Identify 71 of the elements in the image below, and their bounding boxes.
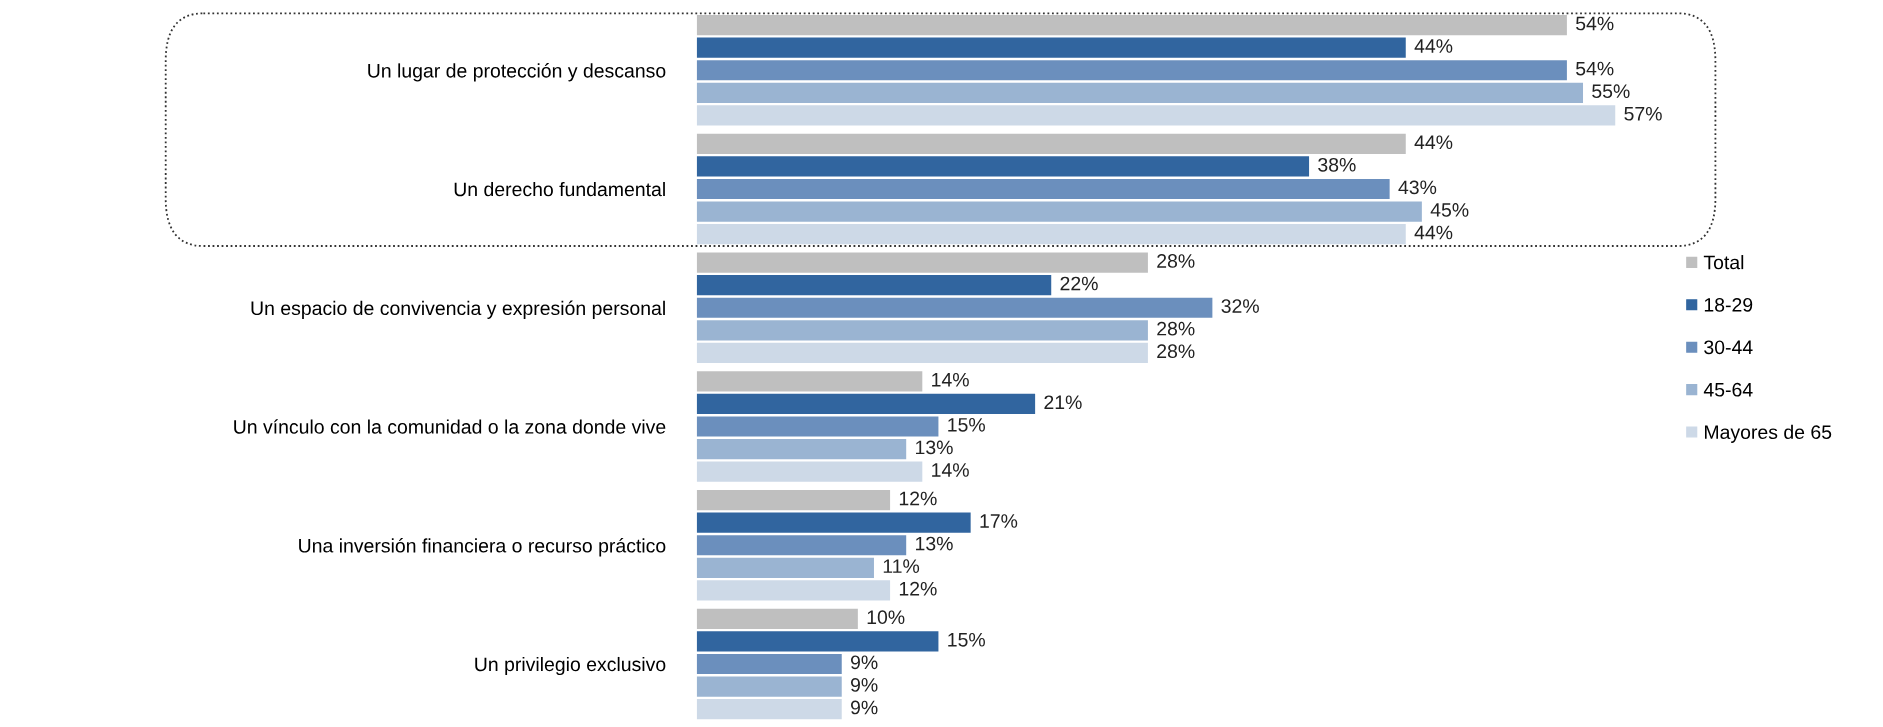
bar: [696, 699, 842, 720]
data-label: 12%: [899, 581, 937, 596]
data-label: 14%: [932, 372, 969, 387]
bar: [696, 60, 1567, 81]
y-tick-label: Un derecho fundamental: [454, 181, 665, 197]
y-tick-label: Una inversión financiera o recurso práctico: [299, 538, 666, 557]
data-label: 9%: [850, 655, 878, 670]
bar: [696, 676, 842, 697]
bar: [696, 371, 923, 392]
data-label: 14%: [932, 463, 969, 477]
data-label: 15%: [948, 632, 985, 647]
bar: [696, 133, 1406, 154]
data-label: 28%: [1157, 321, 1195, 336]
data-label: 12%: [899, 491, 937, 506]
y-tick-label: Un privilegio exclusivo: [475, 656, 666, 676]
legend-label: Total: [1703, 255, 1744, 270]
data-label: 44%: [1414, 135, 1453, 150]
data-label: 44%: [1414, 225, 1453, 240]
data-label: 21%: [1044, 395, 1082, 410]
bar: [696, 105, 1616, 126]
data-label: 9%: [850, 700, 878, 715]
bar: [696, 512, 971, 533]
bar: [696, 557, 874, 578]
data-label: 57%: [1624, 106, 1662, 121]
bar: [696, 275, 1052, 296]
bar: [696, 608, 858, 629]
bar: [696, 178, 1390, 200]
bar: [696, 461, 923, 482]
bar: [696, 82, 1584, 103]
data-label: 55%: [1592, 84, 1630, 99]
legend-label: 18-29: [1704, 297, 1753, 312]
data-label: 9%: [850, 678, 878, 692]
data-label: 54%: [1576, 16, 1614, 31]
bar: [696, 15, 1567, 36]
data-label: 22%: [1060, 276, 1098, 291]
bar: [696, 156, 1310, 177]
data-label: 17%: [980, 514, 1018, 528]
data-label: 54%: [1576, 61, 1614, 76]
data-label: 28%: [1157, 254, 1195, 268]
y-tick-label: Un vínculo con la comunidad o la zona donde vive: [234, 419, 666, 434]
legend-label: 45-64: [1703, 382, 1753, 397]
bar: [696, 201, 1422, 222]
bar: [696, 438, 907, 460]
bar: [696, 252, 1148, 273]
bar: [696, 224, 1406, 245]
data-label: 43%: [1398, 180, 1437, 195]
data-label: 32%: [1221, 299, 1259, 313]
bar: [696, 535, 907, 556]
bar: [696, 297, 1213, 318]
bar: [696, 416, 939, 437]
data-label: 15%: [948, 418, 985, 432]
y-tick-label: Un lugar de protección y descanso: [368, 63, 666, 82]
bar: [696, 580, 891, 601]
data-label: 13%: [916, 440, 953, 455]
data-label: 44%: [1414, 39, 1453, 53]
y-tick-label: Un espacio de convivencia y expresión personal: [251, 300, 665, 319]
data-label: 28%: [1157, 344, 1195, 359]
bar: [696, 631, 939, 652]
data-label: 11%: [883, 559, 920, 573]
data-label: 10%: [867, 610, 905, 625]
legend-label: Mayores de 65: [1704, 424, 1832, 443]
bar: [696, 37, 1406, 58]
data-label: 38%: [1318, 157, 1356, 172]
data-label: 13%: [916, 536, 953, 551]
bar: [696, 653, 842, 675]
bar: [696, 320, 1148, 341]
bar: [696, 490, 891, 511]
legend-label: 30-44: [1704, 340, 1753, 355]
bar: [696, 342, 1148, 363]
data-label: 45%: [1430, 203, 1469, 217]
bar: [696, 393, 1036, 415]
